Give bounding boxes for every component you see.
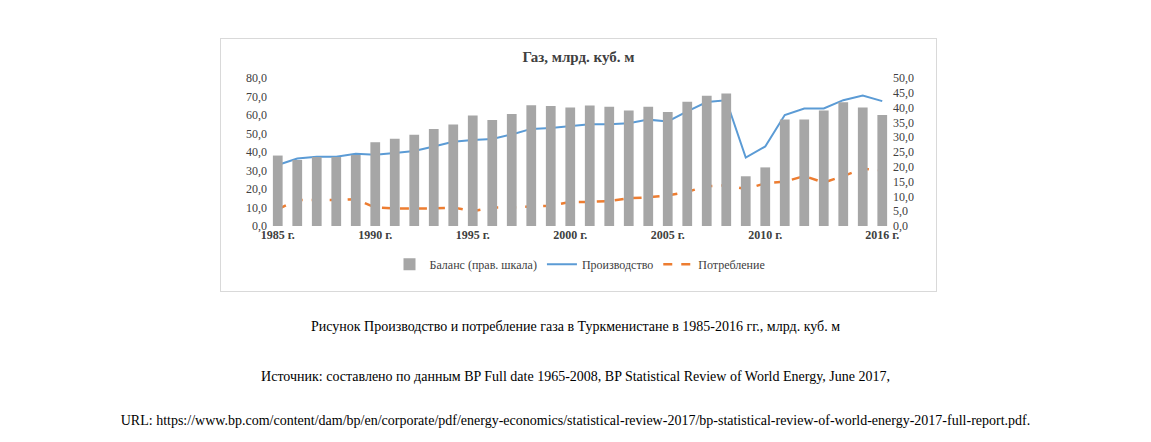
svg-text:35,0: 35,0 (893, 116, 914, 130)
svg-text:Производство: Производство (582, 258, 653, 272)
svg-text:2010 г.: 2010 г. (748, 228, 782, 242)
html-text:URL: https://www.bp.com/conten: URL: https://www.bp.com/content/dam/bp/e… (120, 413, 1031, 428)
svg-text:40,0: 40,0 (893, 101, 914, 115)
svg-text:5,0: 5,0 (893, 204, 908, 218)
svg-text:1995 г.: 1995 г. (456, 228, 490, 242)
svg-text:20,0: 20,0 (246, 182, 267, 196)
svg-text:45,0: 45,0 (893, 86, 914, 100)
svg-text:70,0: 70,0 (246, 90, 267, 104)
svg-text:50,0: 50,0 (893, 71, 914, 85)
svg-text:20,0: 20,0 (893, 160, 914, 174)
svg-text:10,0: 10,0 (246, 201, 267, 215)
svg-text:40,0: 40,0 (246, 145, 267, 159)
svg-text:80,0: 80,0 (246, 71, 267, 85)
svg-text:2005 г.: 2005 г. (651, 228, 685, 242)
html-text:Рисунок Производство и потребл: Рисунок Производство и потребление газа … (310, 319, 840, 334)
svg-text:30,0: 30,0 (246, 164, 267, 178)
svg-text:1990 г.: 1990 г. (358, 228, 392, 242)
html-text:Источник: составлено по данным: Источник: составлено по данным BP Full d… (261, 369, 890, 384)
svg-text:Баланс (прав. шкала): Баланс (прав. шкала) (430, 258, 537, 272)
svg-text:60,0: 60,0 (246, 108, 267, 122)
svg-text:2000 г.: 2000 г. (553, 228, 587, 242)
svg-text:15,0: 15,0 (893, 175, 914, 189)
svg-text:1985 г.: 1985 г. (261, 228, 295, 242)
svg-text:50,0: 50,0 (246, 127, 267, 141)
svg-text:30,0: 30,0 (893, 130, 914, 144)
svg-text:0,0: 0,0 (252, 219, 267, 233)
svg-text:25,0: 25,0 (893, 145, 914, 159)
svg-text:Потребление: Потребление (698, 258, 765, 272)
svg-text:0,0: 0,0 (893, 219, 908, 233)
svg-text:2016 г.: 2016 г. (865, 228, 899, 242)
svg-text:10,0: 10,0 (893, 190, 914, 204)
svg-text:Газ, млрд. куб. м: Газ, млрд. куб. м (522, 49, 634, 65)
